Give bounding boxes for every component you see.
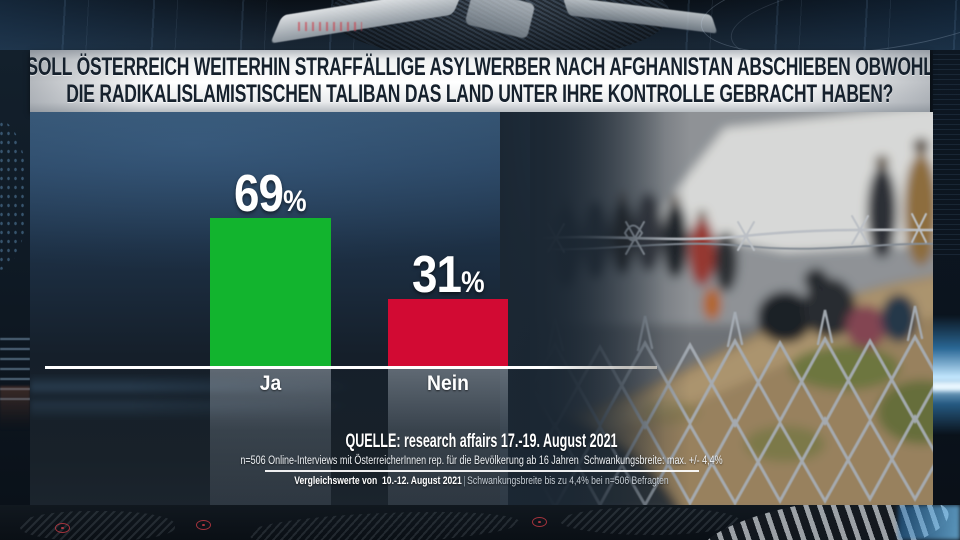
tech-texture <box>933 50 960 255</box>
red-ring-marker <box>196 520 211 530</box>
bar-value-number: 69 <box>234 165 284 223</box>
bar-group-ja: 69 % <box>210 165 331 366</box>
bar-group-nein: 31 % <box>388 246 508 366</box>
red-ring-marker <box>532 517 547 527</box>
blue-light-core <box>933 382 960 391</box>
infographic-panel: SOLL ÖSTERREICH WEITERHIN STRAFFÄLLIGE A… <box>30 50 933 505</box>
bar-label-ja: Ja <box>259 372 282 395</box>
percent-sign: % <box>283 185 307 218</box>
red-ring-marker <box>55 523 70 533</box>
bar-nein <box>388 299 508 366</box>
question-line-2: DIE RADIKALISLAMISTISCHEN TALIBAN DAS LA… <box>66 80 894 108</box>
hatched-map-graphic <box>560 507 740 535</box>
arc-line-graphic <box>726 0 960 50</box>
studio-backdrop-right <box>933 50 960 505</box>
blue-light-band <box>933 315 960 435</box>
bar-value-nein: 31 % <box>411 246 485 304</box>
light-streaks <box>0 338 30 402</box>
chart-baseline <box>45 366 657 369</box>
warm-glow <box>0 386 30 430</box>
question-line-1: SOLL ÖSTERREICH WEITERHIN STRAFFÄLLIGE A… <box>30 53 930 81</box>
studio-backdrop-bottom <box>0 505 960 540</box>
bar-ja <box>210 218 331 366</box>
blue-glow <box>898 505 960 540</box>
bar-label-nein: Nein <box>427 372 469 395</box>
percent-sign: % <box>460 266 485 299</box>
studio-backdrop-top <box>0 0 960 50</box>
question-banner: SOLL ÖSTERREICH WEITERHIN STRAFFÄLLIGE A… <box>30 50 930 112</box>
bar-base-ja: Ja <box>210 369 331 505</box>
bar-base-nein: Nein <box>388 369 508 505</box>
dotted-globe-graphic <box>0 120 28 270</box>
studio-backdrop-left <box>0 50 30 505</box>
bar-value-ja: 69 % <box>234 165 307 223</box>
hatched-map-graphic <box>20 511 175 540</box>
bar-value-number: 31 <box>411 246 462 304</box>
red-marker-dots <box>298 22 362 31</box>
photo-left-fade <box>500 112 690 505</box>
hatched-map-graphic <box>249 505 521 540</box>
chart-area: Ja Nein 69 % 31 % <box>30 112 933 505</box>
